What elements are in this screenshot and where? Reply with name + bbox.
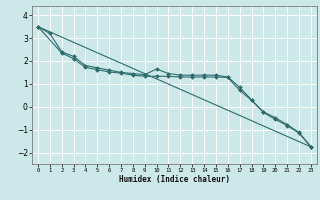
X-axis label: Humidex (Indice chaleur): Humidex (Indice chaleur)	[119, 175, 230, 184]
